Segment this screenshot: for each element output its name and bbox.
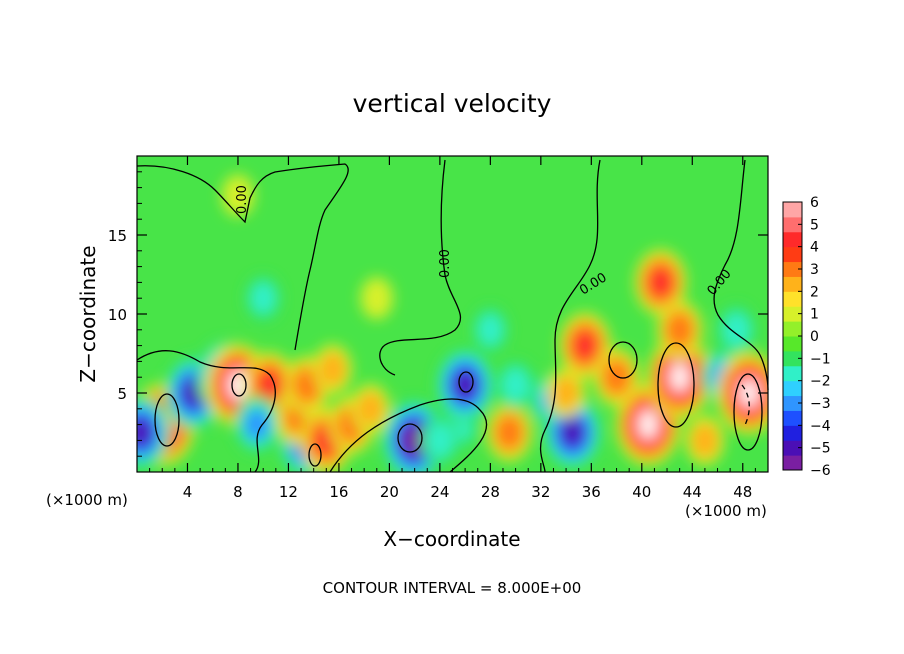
colorbar-swatch <box>783 380 802 397</box>
zero-contour-low-mid <box>329 398 488 473</box>
contour-small-2 <box>308 443 322 467</box>
heat-cell <box>299 375 316 395</box>
heat-cell <box>557 382 575 404</box>
heat-cell <box>501 423 518 442</box>
colorbar-swatch <box>783 216 802 233</box>
colorbar-swatch <box>783 455 802 471</box>
y-tick-label: 5 <box>117 385 127 403</box>
x-tick-label: 48 <box>733 483 752 501</box>
x-unit-left: (×1000 m) <box>46 491 128 509</box>
colorbar-tick-label: 2 <box>810 284 819 300</box>
contour-label-2: 0.00 <box>438 249 453 278</box>
x-tick-label: 44 <box>683 483 702 501</box>
heat-cell <box>727 319 745 341</box>
heat-cell <box>255 288 272 308</box>
x-tick-label: 12 <box>279 483 298 501</box>
heat-cell <box>248 415 265 435</box>
contour-white-core-3 <box>733 373 763 451</box>
contour-small-3 <box>608 341 638 379</box>
colorbar-tick-label: 3 <box>810 262 819 278</box>
x-tick-label: 36 <box>582 483 601 501</box>
heat-cell <box>577 336 593 355</box>
colorbar-tick-label: 6 <box>810 195 819 211</box>
heat-cell <box>324 358 342 380</box>
heat-cell <box>671 320 688 340</box>
colorbar-swatch <box>783 246 802 263</box>
x-tick-label: 20 <box>380 483 399 501</box>
contour-white-core-1 <box>154 393 180 447</box>
colorbar-swatch <box>783 276 802 292</box>
x-axis-label: X−coordinate <box>383 527 520 551</box>
heat-cell <box>362 398 379 420</box>
x-tick-label: 16 <box>329 483 348 501</box>
colorbar-swatch <box>783 261 802 277</box>
colorbar-swatch <box>783 440 802 456</box>
colorbar-tick-label: −3 <box>810 396 831 412</box>
heat-core <box>230 371 245 400</box>
heat-cell <box>186 384 202 402</box>
heat-cell <box>696 430 714 451</box>
heat-core <box>742 379 757 407</box>
x-unit-right: (×1000 m) <box>685 502 767 520</box>
heat-cell <box>482 320 499 340</box>
contour-small-4 <box>458 371 474 393</box>
heat-cell <box>507 374 525 396</box>
x-tick-label: 32 <box>531 483 550 501</box>
chart-title: vertical velocity <box>353 89 552 118</box>
colorbar-swatch <box>783 350 802 367</box>
colorbar-swatch <box>783 231 802 248</box>
colorbar-tick-label: 5 <box>810 217 819 233</box>
zero-contour-low-left <box>136 350 276 473</box>
x-tick-label: 40 <box>632 483 651 501</box>
x-tick-label: 4 <box>183 483 193 501</box>
contour-interval: CONTOUR INTERVAL = 8.000E+00 <box>323 579 582 597</box>
colorbar-tick-label: −6 <box>810 463 831 479</box>
colorbar-swatch <box>783 336 802 352</box>
colorbar-swatch <box>783 291 802 307</box>
colorbar-tick-label: −1 <box>810 351 831 367</box>
x-tick-label: 24 <box>430 483 449 501</box>
colorbar-swatch <box>783 425 802 441</box>
contour-small-1 <box>231 373 247 397</box>
zero-contour-right-a <box>539 159 601 473</box>
zero-contour-mid <box>379 159 462 376</box>
colorbar-tick-label: 4 <box>810 240 819 256</box>
heat-cell <box>137 423 149 442</box>
contour-small-5 <box>397 423 423 453</box>
contour-dashed-core <box>741 384 750 426</box>
colorbar-tick-label: −4 <box>810 418 831 434</box>
heat-core <box>641 410 656 439</box>
colorbar-tick-label: 0 <box>810 329 819 345</box>
colorbar-tick-label: 1 <box>810 307 819 323</box>
colorbar-swatch <box>783 410 802 426</box>
heat-cell <box>318 431 334 450</box>
plot-area: 0.00 0.00 0.00 0.00 4 8 12 16 20 24 28 32 36 40 44… <box>108 155 769 501</box>
heat-core <box>672 363 687 392</box>
heat-cell <box>653 273 669 292</box>
x-tick-label: 8 <box>233 483 243 501</box>
colorbar-swatch <box>783 365 802 382</box>
colorbar-tick-label: −2 <box>810 374 831 390</box>
colorbar: 6 5 4 3 2 1 0 −1 −2 −3 −4 −5 −6 <box>782 195 831 479</box>
zero-contour-right-b <box>713 159 769 391</box>
colorbar-swatch <box>783 321 802 337</box>
y-axis-label: Z−coordinate <box>76 245 100 382</box>
x-tick-label: 28 <box>481 483 500 501</box>
heat-cell <box>367 286 387 311</box>
colorbar-swatch <box>783 202 802 218</box>
colorbar-tick-label: −5 <box>810 441 831 457</box>
heat-cell <box>228 183 248 208</box>
contour-label-1: 0.00 <box>235 185 250 214</box>
colorbar-swatch <box>783 306 802 322</box>
zero-contour-top <box>136 163 349 351</box>
y-tick-label: 10 <box>108 306 127 324</box>
colorbar-swatch <box>783 395 802 411</box>
heat-cell <box>565 423 580 442</box>
y-tick-label: 15 <box>108 227 127 245</box>
heat-cell <box>431 430 449 451</box>
contour-white-core-2 <box>657 342 695 428</box>
